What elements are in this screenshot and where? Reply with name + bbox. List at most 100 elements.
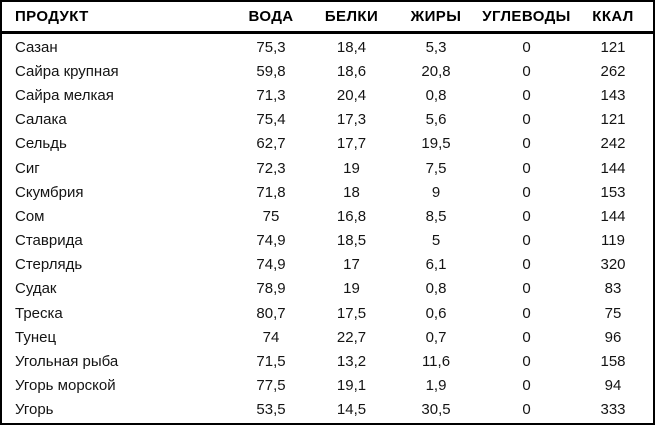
value-cell: 143 [600, 86, 626, 104]
value-cell: 18 [343, 183, 360, 201]
table-row: Тунец 74 22,7 0,7 0 96 [2, 325, 653, 349]
value-cell: 75 [604, 304, 622, 322]
value-cell: 94 [604, 377, 622, 395]
value-cell: 83 [604, 280, 622, 298]
value-cell: 74,9 [256, 256, 286, 274]
column-header-4: УГЛЕВОДЫ [482, 8, 571, 25]
value-cell: 158 [600, 353, 626, 371]
value-cell: 153 [600, 183, 626, 201]
value-cell: 14,5 [336, 401, 367, 419]
value-cell: 19,1 [336, 377, 367, 395]
value-cell: 262 [600, 62, 626, 80]
value-cell: 22,7 [336, 328, 367, 346]
product-name-cell: Сом [15, 207, 45, 225]
value-cell: 17 [343, 256, 360, 274]
value-cell: 71,3 [256, 86, 286, 104]
value-cell: 0 [522, 207, 531, 225]
value-cell: 75,4 [256, 111, 286, 129]
table-row: Скумбрия 71,8 18 9 0 153 [2, 180, 653, 204]
value-cell: 0 [522, 111, 531, 129]
column-header-3: ЖИРЫ [410, 8, 462, 25]
value-cell: 74 [262, 328, 280, 346]
column-header-2: БЕЛКИ [324, 8, 379, 25]
value-cell: 0 [522, 135, 531, 153]
value-cell: 0 [522, 377, 531, 395]
value-cell: 17,3 [336, 111, 367, 129]
value-cell: 62,7 [256, 135, 286, 153]
table-row: Сиг 72,3 19 7,5 0 144 [2, 156, 653, 180]
product-name-cell: Стерлядь [15, 256, 83, 274]
value-cell: 72,3 [256, 159, 286, 177]
value-cell: 144 [600, 207, 626, 225]
product-name-cell: Угольная рыба [15, 353, 119, 371]
value-cell: 333 [600, 401, 626, 419]
value-cell: 0 [522, 232, 531, 250]
value-cell: 0 [522, 304, 531, 322]
value-cell: 20,8 [421, 62, 451, 80]
value-cell: 0 [522, 86, 531, 104]
table-row: Судак 78,9 19 0,8 0 83 [2, 277, 653, 301]
value-cell: 18,4 [336, 38, 367, 56]
table-row: Стерлядь 74,9 17 6,1 0 320 [2, 253, 653, 277]
table-row: Угорь 53,5 14,5 30,5 0 333 [2, 398, 653, 422]
value-cell: 0 [522, 38, 531, 56]
value-cell: 0 [522, 353, 531, 371]
value-cell: 78,9 [256, 280, 286, 298]
value-cell: 18,5 [336, 232, 367, 250]
value-cell: 0,6 [425, 304, 447, 322]
table-row: Сайра крупная 59,8 18,6 20,8 0 262 [2, 59, 653, 83]
value-cell: 320 [600, 256, 626, 274]
value-cell: 0 [522, 159, 531, 177]
value-cell: 5,3 [425, 38, 447, 56]
value-cell: 19 [343, 280, 360, 298]
value-cell: 7,5 [425, 159, 447, 177]
value-cell: 0 [522, 401, 531, 419]
value-cell: 0,8 [425, 280, 447, 298]
product-name-cell: Сайра мелкая [15, 86, 114, 104]
column-header-0: ПРОДУКТ [15, 8, 89, 25]
value-cell: 16,8 [336, 207, 367, 225]
value-cell: 144 [600, 159, 626, 177]
table-row: Сом 75 16,8 8,5 0 144 [2, 204, 653, 228]
product-name-cell: Тунец [15, 328, 57, 346]
value-cell: 119 [601, 232, 625, 250]
value-cell: 121 [600, 111, 626, 129]
product-name-cell: Сельдь [15, 135, 67, 153]
value-cell: 11,6 [421, 353, 451, 371]
table-row: Ставрида 74,9 18,5 5 0 119 [2, 229, 653, 253]
column-header-5: ККАЛ [592, 8, 634, 25]
value-cell: 13,2 [336, 353, 367, 371]
value-cell: 1,9 [425, 377, 447, 395]
value-cell: 0 [522, 256, 531, 274]
table-row: Треска 80,7 17,5 0,6 0 75 [2, 301, 653, 325]
value-cell: 17,7 [336, 135, 367, 153]
table-row: Салака 75,4 17,3 5,6 0 121 [2, 108, 653, 132]
value-cell: 20,4 [336, 86, 367, 104]
value-cell: 0,8 [425, 86, 447, 104]
product-name-cell: Скумбрия [15, 183, 84, 201]
value-cell: 6,1 [425, 256, 447, 274]
product-name-cell: Угорь морской [15, 377, 116, 395]
value-cell: 9 [431, 183, 441, 201]
value-cell: 71,5 [256, 353, 286, 371]
value-cell: 80,7 [256, 304, 286, 322]
value-cell: 74,9 [256, 232, 286, 250]
value-cell: 59,8 [256, 62, 286, 80]
product-name-cell: Сиг [15, 159, 40, 177]
product-name-cell: Сазан [15, 38, 58, 56]
value-cell: 71,8 [256, 183, 286, 201]
value-cell: 30,5 [421, 401, 451, 419]
value-cell: 121 [600, 38, 626, 56]
product-name-cell: Угорь [15, 401, 54, 419]
value-cell: 5 [431, 232, 441, 250]
table-row: Сельдь 62,7 17,7 19,5 0 242 [2, 132, 653, 156]
product-name-cell: Ставрида [15, 232, 83, 250]
table-body: Сазан 75,3 18,4 5,3 0 121 Сайра крупная 59,8 18,… [2, 34, 653, 423]
value-cell: 19,5 [421, 135, 451, 153]
product-name-cell: Треска [15, 304, 63, 322]
value-cell: 242 [600, 135, 626, 153]
value-cell: 75 [262, 207, 280, 225]
value-cell: 96 [604, 328, 622, 346]
value-cell: 17,5 [336, 304, 367, 322]
